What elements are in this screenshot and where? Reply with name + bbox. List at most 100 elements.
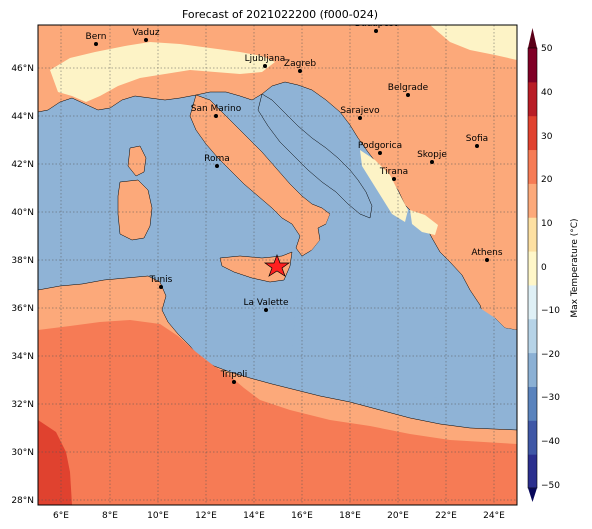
svg-text:10°E: 10°E (147, 511, 169, 521)
svg-text:20: 20 (541, 175, 553, 185)
city-label-podgorica: Podgorica (358, 141, 402, 151)
colorbar-segment (528, 217, 537, 252)
city-dot-san-marino (214, 114, 218, 118)
land-greece-mild (410, 210, 438, 235)
lat-tick-labels: 46°N 44°N 42°N 40°N 38°N 36°N 34°N 32°N … (11, 64, 34, 506)
city-dot-belgrade (406, 93, 410, 97)
land-balkan-mild (360, 150, 408, 222)
colorbar-segment (528, 251, 537, 286)
svg-text:−10: −10 (541, 306, 560, 316)
svg-text:18°E: 18°E (339, 511, 361, 521)
city-dot-sarajevo (358, 116, 362, 120)
svg-text:36°N: 36°N (11, 304, 34, 314)
city-label-tripoli: Tripoli (220, 370, 248, 380)
city-label-vaduz: Vaduz (132, 28, 159, 38)
city-dot-podgorica (378, 151, 382, 155)
city-dot-la-valette (264, 308, 268, 312)
svg-text:42°N: 42°N (11, 160, 34, 170)
land-corsica (127, 145, 147, 177)
city-dot-vaduz (144, 38, 148, 42)
colorbar-segment (528, 284, 537, 320)
city-dot-roma (215, 164, 219, 168)
svg-text:6°E: 6°E (53, 511, 69, 521)
svg-text:0: 0 (541, 263, 547, 273)
star-marker (263, 254, 291, 277)
svg-text:12°E: 12°E (195, 511, 217, 521)
colorbar-arrow-high (528, 28, 537, 48)
svg-text:−20: −20 (541, 350, 560, 360)
colorbar-arrow-low (528, 488, 537, 502)
city-dot-budapest (374, 29, 378, 33)
city-label-san-marino: San Marino (191, 104, 242, 114)
land-africa-hot (38, 320, 517, 505)
city-dot-athens (485, 258, 489, 262)
colorbar-label: Max Temperature (°C) (570, 218, 580, 317)
land-europe (38, 25, 517, 331)
svg-text:10: 10 (541, 219, 553, 229)
city-markers: Bern Vaduz Budapest Ljubljana Zagreb Bel… (86, 19, 503, 384)
city-dot-tirana (392, 177, 396, 181)
svg-text:−40: −40 (541, 437, 560, 447)
colorbar-segment (528, 454, 537, 489)
land-sicily (219, 251, 293, 283)
city-dot-tunis (159, 285, 163, 289)
colorbar-tick-labels: 50 40 30 20 10 0 −10 −20 −30 −40 −50 (541, 44, 560, 491)
city-label-belgrade: Belgrade (388, 83, 429, 93)
city-label-athens: Athens (471, 248, 502, 258)
svg-text:44°N: 44°N (11, 112, 34, 122)
svg-text:46°N: 46°N (11, 64, 34, 74)
svg-text:40°N: 40°N (11, 208, 34, 218)
colorbar-segment (528, 48, 537, 83)
colorbar-frame (527, 47, 538, 489)
colorbar-segment (528, 386, 537, 421)
city-dot-sofia (475, 144, 479, 148)
colorbar-segment (528, 81, 537, 117)
svg-text:16°E: 16°E (291, 511, 313, 521)
colorbar-segment (528, 420, 537, 455)
svg-text:20°E: 20°E (387, 511, 409, 521)
svg-text:28°N: 28°N (11, 496, 34, 506)
svg-text:40: 40 (541, 88, 553, 98)
city-label-tirana: Tirana (379, 167, 408, 177)
city-label-sofia: Sofia (466, 134, 488, 144)
city-label-zagreb: Zagreb (284, 59, 316, 69)
land-alps-mild-2 (430, 25, 517, 60)
svg-text:−30: −30 (541, 393, 560, 403)
colorbar-segment (528, 183, 537, 218)
city-label-bern: Bern (86, 32, 107, 42)
map-frame (37, 24, 518, 506)
svg-text:22°E: 22°E (435, 511, 457, 521)
map-area: Bern Vaduz Budapest Ljubljana Zagreb Bel… (38, 19, 517, 505)
city-label-skopje: Skopje (417, 150, 447, 160)
city-dot-bern (94, 42, 98, 46)
land-alps-mild (50, 42, 275, 102)
sea-ionian (290, 214, 517, 410)
svg-text:30: 30 (541, 132, 553, 142)
colorbar (527, 28, 538, 502)
svg-text:32°N: 32°N (11, 400, 34, 410)
svg-text:38°N: 38°N (11, 256, 34, 266)
svg-text:8°E: 8°E (102, 511, 118, 521)
svg-text:24°E: 24°E (483, 511, 505, 521)
city-dot-zagreb (298, 69, 302, 73)
svg-text:50: 50 (541, 44, 553, 54)
svg-text:34°N: 34°N (11, 352, 34, 362)
city-label-ljubljana: Ljubljana (245, 54, 286, 64)
colorbar-segment (528, 115, 537, 151)
svg-text:30°N: 30°N (11, 448, 34, 458)
city-label-la-valette: La Valette (244, 298, 289, 308)
colorbar-segment (528, 149, 537, 184)
city-label-tunis: Tunis (149, 275, 173, 285)
city-label-sarajevo: Sarajevo (340, 106, 380, 116)
svg-text:−50: −50 (541, 481, 560, 491)
colorbar-segment (528, 318, 537, 354)
city-label-roma: Roma (204, 154, 230, 164)
city-label-budapest: Budapest (355, 19, 398, 29)
city-dot-skopje (430, 160, 434, 164)
land-africa-hotter (38, 420, 72, 505)
svg-text:14°E: 14°E (243, 511, 265, 521)
land-sardinia (117, 179, 153, 241)
colorbar-segment (528, 352, 537, 387)
lon-tick-labels: 6°E 8°E 10°E 12°E 14°E 16°E 18°E 20°E 22… (53, 511, 505, 521)
